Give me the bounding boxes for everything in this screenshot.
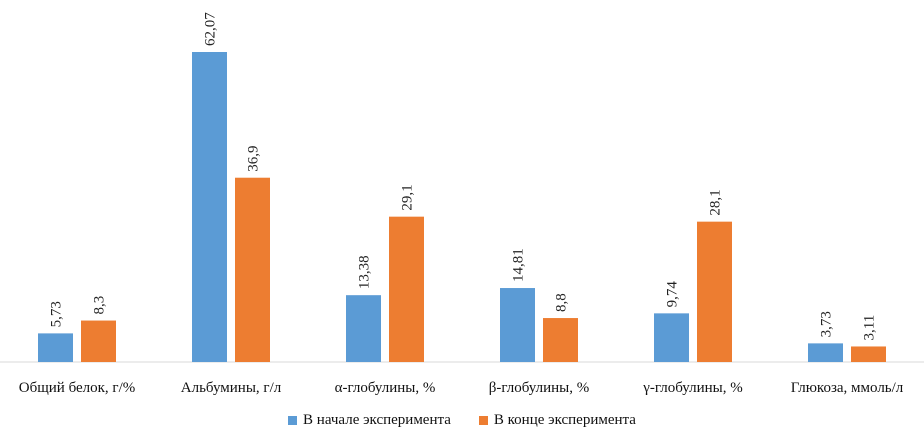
category-label-4: β-глобулины, % (489, 380, 590, 396)
bar-series-1-cat-5 (654, 313, 689, 362)
value-label-series-1-cat-1: 5,73 (49, 301, 65, 327)
bar-series-2-cat-4 (543, 318, 578, 362)
category-label-1: Общий белок, г/% (19, 380, 136, 396)
bar-chart: 5,73 8,3 62,07 36,9 13,38 29,1 14,81 8,8 9,74 28,… (0, 12, 924, 396)
value-label-series-2-cat-1: 8,3 (92, 296, 108, 315)
legend: В начале эксперимента В конце эксперимен… (0, 412, 924, 429)
bar-series-1-cat-1 (38, 333, 73, 362)
legend-item-series-1: В начале эксперимента (288, 412, 451, 429)
value-label-series-2-cat-3: 29,1 (400, 184, 416, 210)
value-label-series-1-cat-3: 13,38 (357, 255, 373, 289)
bar-series-2-cat-3 (389, 216, 424, 362)
category-label-6: Глюкоза, ммоль/л (791, 380, 904, 396)
bar-series-2-cat-5 (697, 221, 732, 362)
bar-series-2-cat-2 (235, 177, 270, 362)
bar-series-1-cat-6 (808, 343, 843, 362)
value-label-series-2-cat-4: 8,8 (554, 293, 570, 312)
legend-label-series-1: В начале эксперимента (303, 412, 451, 428)
category-label-3: α-глобулины, % (335, 380, 436, 396)
bar-series-1-cat-2 (192, 52, 227, 362)
legend-label-series-2: В конце эксперимента (493, 412, 636, 428)
bar-series-2-cat-6 (851, 346, 886, 362)
value-label-series-1-cat-4: 14,81 (511, 248, 527, 282)
legend-swatch-series-1 (288, 416, 298, 425)
bar-series-1-cat-3 (346, 295, 381, 362)
bar-series-1-cat-4 (500, 288, 535, 362)
value-label-series-1-cat-5: 9,74 (665, 281, 681, 308)
value-label-series-1-cat-6: 3,73 (819, 311, 835, 337)
value-label-series-2-cat-6: 3,11 (862, 315, 878, 341)
legend-item-series-2: В конце эксперимента (478, 412, 636, 429)
value-label-series-2-cat-5: 28,1 (708, 189, 724, 215)
category-label-5: γ-глобулины, % (642, 380, 743, 396)
bar-series-2-cat-1 (81, 320, 116, 362)
value-label-series-2-cat-2: 36,9 (246, 145, 262, 171)
legend-swatch-series-2 (478, 416, 488, 425)
value-label-series-1-cat-2: 62,07 (203, 12, 219, 46)
category-label-2: Альбумины, г/л (181, 380, 282, 396)
